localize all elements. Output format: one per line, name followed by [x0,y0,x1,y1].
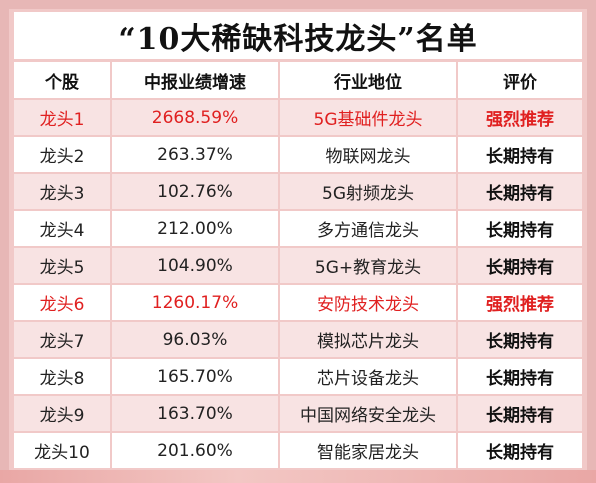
cell-stock: 龙头8 [14,359,112,396]
cell-growth: 212.00% [112,211,280,248]
cell-stock: 龙头1 [14,100,112,137]
table-row: 龙头1 2668.59% 5G基础件龙头 强烈推荐 [14,100,582,137]
cell-growth: 165.70% [112,359,280,396]
table-row: 龙头9 163.70% 中国网络安全龙头 长期持有 [14,396,582,433]
cell-growth: 263.37% [112,137,280,174]
table-row: 龙头3 102.76% 5G射频龙头 长期持有 [14,174,582,211]
cell-rating: 长期持有 [458,322,582,359]
cell-stock: 龙头3 [14,174,112,211]
stock-list-table: 个股 中报业绩增速 行业地位 评价 龙头1 2668.59% 5G基础件龙头 强… [14,62,582,470]
cell-rating: 长期持有 [458,174,582,211]
cell-position: 芯片设备龙头 [280,359,458,396]
cell-stock: 龙头6 [14,285,112,322]
cell-position: 模拟芯片龙头 [280,322,458,359]
title-banner: “10大稀缺科技龙头”名单 [14,12,582,59]
cell-growth: 2668.59% [112,100,280,137]
cell-position: 物联网龙头 [280,137,458,174]
table-header-row: 个股 中报业绩增速 行业地位 评价 [14,62,582,100]
header-stock: 个股 [14,62,112,100]
table-row: 龙头6 1260.17% 安防技术龙头 强烈推荐 [14,285,582,322]
cell-rating: 长期持有 [458,211,582,248]
cell-rating: 长期持有 [458,433,582,470]
header-position: 行业地位 [280,62,458,100]
cell-rating: 长期持有 [458,396,582,433]
cell-stock: 龙头9 [14,396,112,433]
cell-growth: 201.60% [112,433,280,470]
cell-growth: 104.90% [112,248,280,285]
cell-growth: 163.70% [112,396,280,433]
cell-growth: 1260.17% [112,285,280,322]
cell-growth: 102.76% [112,174,280,211]
table-row: 龙头4 212.00% 多方通信龙头 长期持有 [14,211,582,248]
page-title: “10大稀缺科技龙头”名单 [118,21,478,57]
cell-position: 5G射频龙头 [280,174,458,211]
table-row: 龙头5 104.90% 5G+教育龙头 长期持有 [14,248,582,285]
cell-position: 5G+教育龙头 [280,248,458,285]
cell-stock: 龙头4 [14,211,112,248]
cell-rating: 长期持有 [458,137,582,174]
cell-rating: 强烈推荐 [458,285,582,322]
header-growth: 中报业绩增速 [112,62,280,100]
table-row: 龙头2 263.37% 物联网龙头 长期持有 [14,137,582,174]
cell-position: 中国网络安全龙头 [280,396,458,433]
decorative-bottom-strip [0,470,596,483]
cell-stock: 龙头2 [14,137,112,174]
cell-stock: 龙头10 [14,433,112,470]
cell-stock: 龙头5 [14,248,112,285]
cell-position: 5G基础件龙头 [280,100,458,137]
cell-rating: 长期持有 [458,248,582,285]
cell-rating: 强烈推荐 [458,100,582,137]
cell-position: 多方通信龙头 [280,211,458,248]
cell-position: 智能家居龙头 [280,433,458,470]
cell-growth: 96.03% [112,322,280,359]
table-row: 龙头10 201.60% 智能家居龙头 长期持有 [14,433,582,470]
cell-position: 安防技术龙头 [280,285,458,322]
table-row: 龙头7 96.03% 模拟芯片龙头 长期持有 [14,322,582,359]
cell-rating: 长期持有 [458,359,582,396]
cell-stock: 龙头7 [14,322,112,359]
table-row: 龙头8 165.70% 芯片设备龙头 长期持有 [14,359,582,396]
header-rating: 评价 [458,62,582,100]
